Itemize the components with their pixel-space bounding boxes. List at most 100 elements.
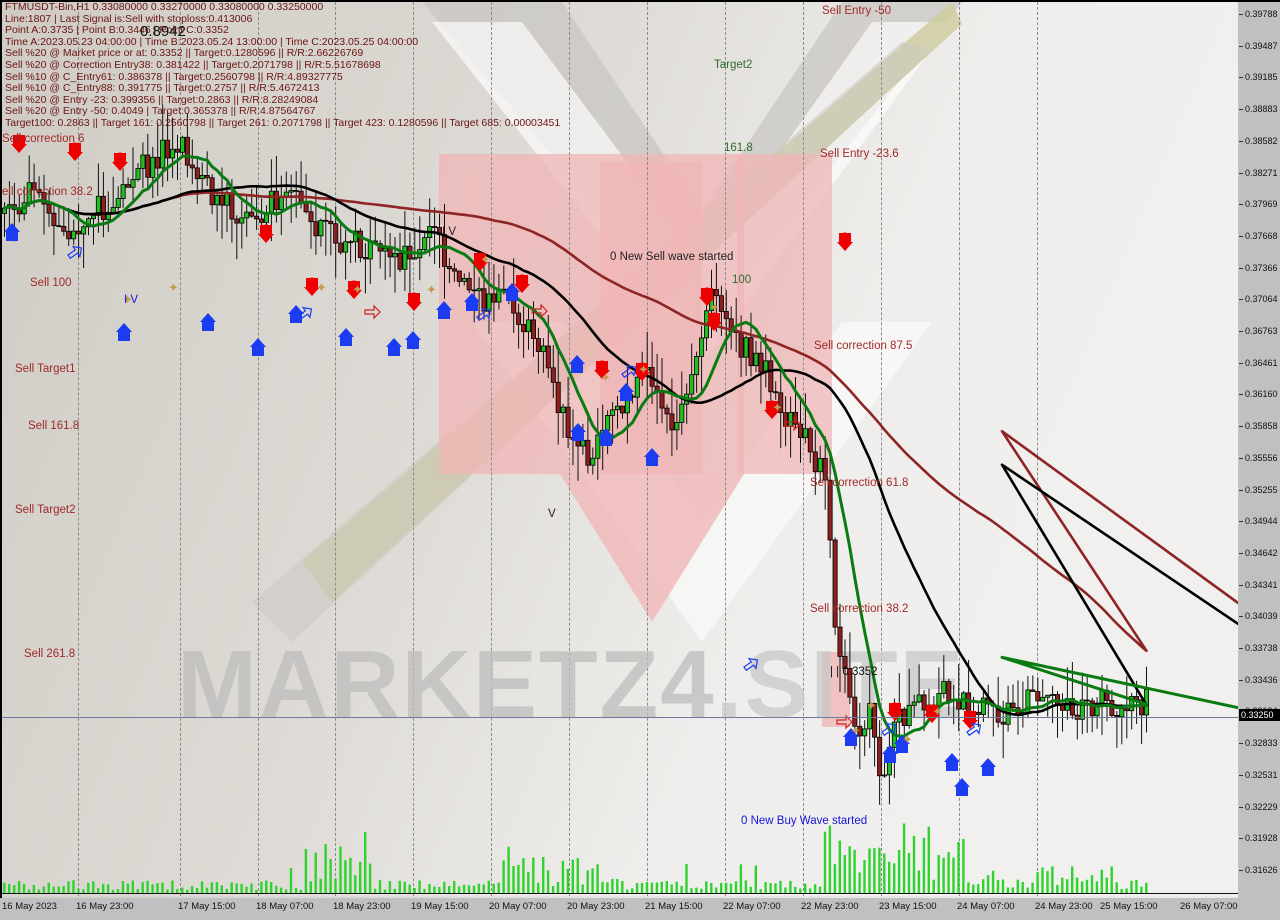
svg-text:✦: ✦ [168,280,179,295]
time-tick: 20 May 23:00 [567,901,625,912]
svg-text:✦: ✦ [600,370,611,385]
price-tick: 0.37969 [1238,199,1280,210]
chart-label: Sell correction 61.8 [810,477,909,489]
price-tick: 0.34944 [1238,516,1280,527]
chart-label: Sell 100 [30,277,72,289]
svg-text:✦: ✦ [772,400,783,415]
chart-label: Sell Target1 [15,363,76,375]
svg-text:✦: ✦ [638,362,649,377]
svg-text:✦: ✦ [902,732,913,747]
svg-text:✦: ✦ [866,698,877,713]
svg-text:✦: ✦ [850,723,861,738]
watermark-main: MARKETZ4 [177,631,716,738]
gridline [413,2,414,896]
chart-label: 0 New Sell wave started [610,251,734,263]
header-line: Sell %10 @ C_Entry88: 0.391775 || Target… [5,82,320,95]
chart-label: Sell Target2 [15,504,76,516]
svg-text:✦: ✦ [480,252,491,267]
price-tick: 0.33738 [1238,643,1280,654]
svg-text:✦: ✦ [122,292,133,307]
price-tick: 0.34642 [1238,548,1280,559]
time-tick: 26 May 07:00 [1180,901,1238,912]
volume-histogram [2,823,1238,894]
price-tick: 0.37366 [1238,263,1280,274]
price-tick: 0.39185 [1238,72,1280,83]
price-tick: 0.34039 [1238,611,1280,622]
price-tick: 0.36763 [1238,326,1280,337]
price-tick: 0.39788 [1238,9,1280,20]
time-tick: 24 May 07:00 [957,901,1015,912]
chart-label: 100 [732,274,752,286]
chart-label: I V [124,294,139,306]
price-tick: 0.39487 [1238,41,1280,52]
time-tick: 19 May 15:00 [411,901,469,912]
price-tick: 0.32833 [1238,738,1280,749]
chart-plot-area[interactable]: MARKETZ4.SITE ✦ ✦ ✦ ✦ ✦ ✦ ✦ ✦ ✦ ✦ ✦ ✦ ✦ ✦ Sell Entry … [0,0,1240,902]
chart-label: Sell correction 6 [2,133,85,145]
price-tick: 0.38582 [1238,136,1280,147]
price-tick: 0.37064 [1238,294,1280,305]
current-price-badge: 0.33250 [1239,709,1280,721]
header-line: Line:1807 | Last Signal is:Sell with sto… [5,12,253,25]
svg-text:✦: ✦ [426,282,437,297]
price-tick: 0.35858 [1238,421,1280,432]
time-tick: 25 May 15:00 [1100,901,1158,912]
price-tick: 0.35556 [1238,453,1280,464]
header-line: Sell %10 @ C_Entry61: 0.386378 || Target… [5,70,343,83]
gridline [180,2,181,896]
header-line: Point A:0.3735 | Point B:0.3446 | Point … [5,24,229,37]
chart-label: Target2 [714,59,753,71]
chart-label: Sell correction 87.5 [814,340,913,352]
price-tick: 0.31626 [1238,865,1280,876]
chart-label: Sell 261.8 [24,648,76,660]
time-axis[interactable]: 16 May 2023 16 May 23:00 17 May 15:00 18 Ma… [0,898,1280,920]
header-line: Sell %20 @ Correction Entry38: 0.381422 … [5,58,381,71]
price-tick: 0.31928 [1238,833,1280,844]
time-tick: 23 May 15:00 [879,901,937,912]
svg-text:✦: ✦ [352,282,363,297]
time-tick: 22 May 23:00 [801,901,859,912]
chart-label: Sell 161.8 [28,420,80,432]
svg-text:✦: ✦ [316,280,327,295]
chart-label: 0 New Buy Wave started [741,815,868,827]
price-tick: 0.36160 [1238,389,1280,400]
chart-label: Sell Entry -50 [822,5,892,17]
price-tick: 0.35255 [1238,485,1280,496]
time-tick: 18 May 23:00 [333,901,391,912]
gridline [881,2,882,896]
svg-text:✦: ✦ [932,704,943,719]
gridline [258,2,259,896]
chart-label: V [548,508,556,520]
price-tick: 0.32531 [1238,770,1280,781]
chart-label: Sell correction 38.2 [810,603,909,615]
header-line: Sell %20 @ Entry -50: 0.4049 | Target:0.… [5,105,316,118]
price-tick: 0.33436 [1238,675,1280,686]
price-axis[interactable]: 0.39788 0.39487 0.39185 0.38883 0.38582 0.382… [1238,0,1280,902]
time-tick: 21 May 15:00 [645,901,703,912]
gridline [803,2,804,896]
header-line: FTMUSDT-Bin,H1 0.33080000 0.33270000 0.3… [5,1,324,13]
gridline [569,2,570,896]
gridline [647,2,648,896]
price-tick: 0.38271 [1238,168,1280,179]
chart-label: Sell Entry -23.6 [820,148,899,160]
gridline [335,2,336,896]
price-tick: 0.36461 [1238,358,1280,369]
gridline [78,2,79,896]
overlay-price-label: 0.8942 [140,23,186,40]
gridline [725,2,726,896]
time-tick: 24 May 23:00 [1035,901,1093,912]
price-tick: 0.34341 [1238,580,1280,591]
background-art [2,2,1238,896]
time-tick: 22 May 07:00 [723,901,781,912]
chart-label: ell correction 38.2 [2,186,93,198]
header-line: Sell %20 @ Market price or at: 0.3352 ||… [5,47,364,60]
header-line: Target100: 0.2863 || Target 161: 0.25607… [5,116,561,129]
price-tick: 0.37668 [1238,231,1280,242]
time-tick: 16 May 2023 [2,901,57,912]
current-price-line [2,717,1238,718]
price-tick: 0.38883 [1238,104,1280,115]
price-tag: | | 0.3352 [830,666,878,678]
gridline [959,2,960,896]
